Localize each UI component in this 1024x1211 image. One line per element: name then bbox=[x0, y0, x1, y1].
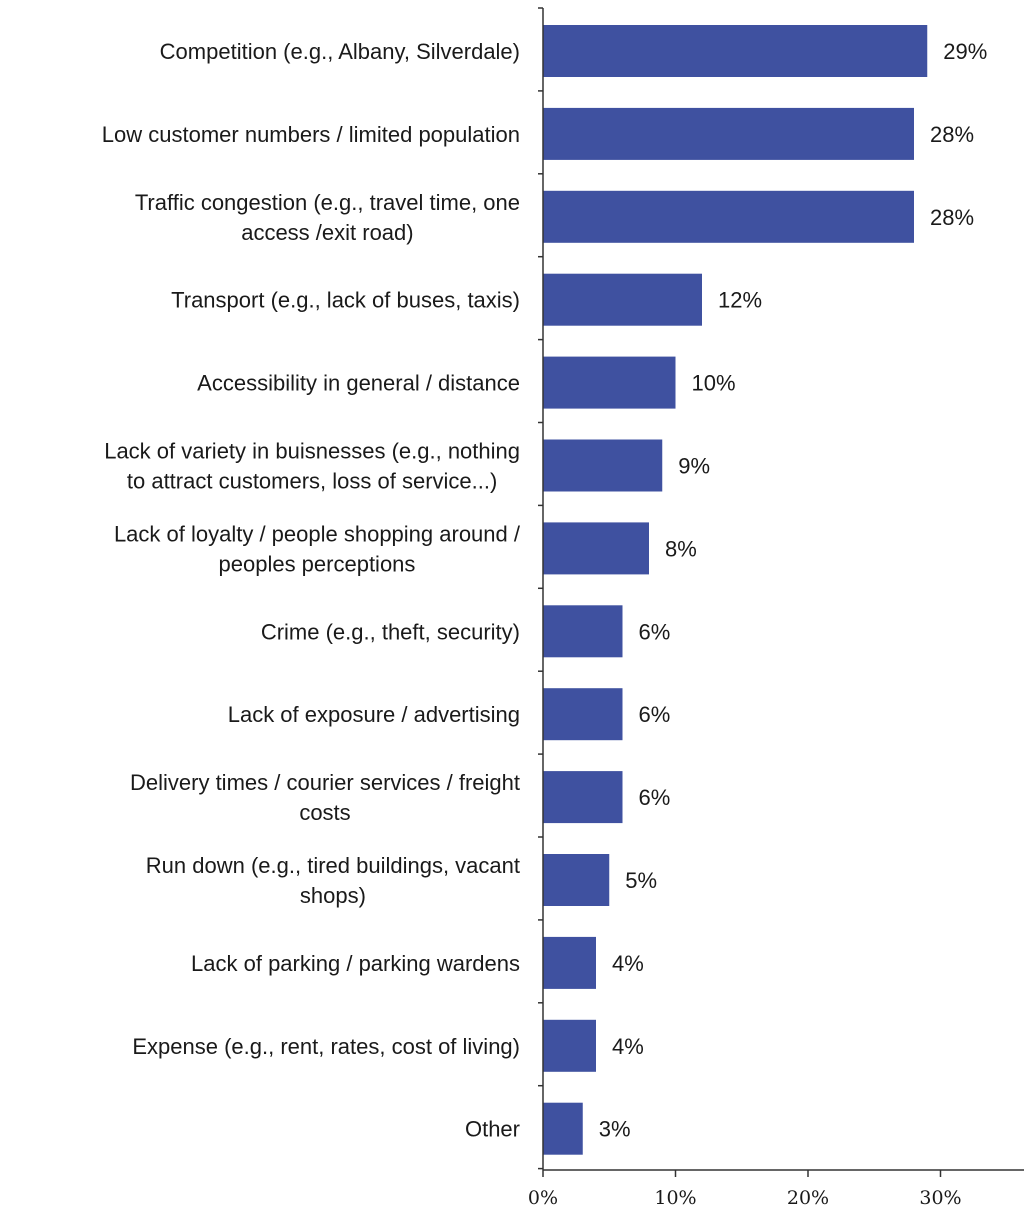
value-label: 28% bbox=[930, 122, 974, 147]
value-label: 4% bbox=[612, 1034, 644, 1059]
category-label-line: Lack of loyalty / people shopping around… bbox=[114, 521, 521, 546]
bars-group bbox=[543, 25, 927, 1155]
category-label-line: Run down (e.g., tired buildings, vacant bbox=[146, 853, 520, 878]
x-tick-label: 30% bbox=[919, 1187, 961, 1209]
category-label: Transport (e.g., lack of buses, taxis) bbox=[171, 288, 520, 313]
value-label: 8% bbox=[665, 536, 697, 561]
category-label: Lack of parking / parking wardens bbox=[191, 951, 520, 976]
bar bbox=[543, 1020, 596, 1072]
category-label: Traffic congestion (e.g., travel time, o… bbox=[135, 190, 520, 245]
bar bbox=[543, 440, 662, 492]
bar bbox=[543, 274, 702, 326]
value-label: 3% bbox=[599, 1117, 631, 1142]
value-label: 5% bbox=[625, 868, 657, 893]
bar bbox=[543, 108, 914, 160]
value-label: 29% bbox=[943, 39, 987, 64]
category-label: Expense (e.g., rent, rates, cost of livi… bbox=[132, 1034, 520, 1059]
bar bbox=[543, 771, 623, 823]
category-label-line: Delivery times / courier services / frei… bbox=[130, 770, 520, 795]
category-label-line: to attract customers, loss of service...… bbox=[127, 469, 497, 494]
category-label: Competition (e.g., Albany, Silverdale) bbox=[160, 39, 520, 64]
bar bbox=[543, 1103, 583, 1155]
category-label-line: shops) bbox=[300, 883, 366, 908]
category-label: Low customer numbers / limited populatio… bbox=[102, 122, 520, 147]
bar bbox=[543, 854, 609, 906]
bar bbox=[543, 25, 927, 77]
category-label-line: Lack of variety in buisnesses (e.g., not… bbox=[104, 439, 520, 464]
category-label: Other bbox=[465, 1117, 520, 1142]
category-label-line: costs bbox=[299, 800, 350, 825]
bar bbox=[543, 605, 623, 657]
bar bbox=[543, 688, 623, 740]
value-label: 6% bbox=[639, 619, 671, 644]
category-label: Run down (e.g., tired buildings, vacant s… bbox=[146, 853, 520, 908]
value-label: 6% bbox=[639, 702, 671, 727]
x-tick-label: 20% bbox=[787, 1187, 829, 1209]
category-label: Delivery times / courier services / frei… bbox=[130, 770, 520, 825]
value-label: 10% bbox=[692, 371, 736, 396]
category-label-line: access /exit road) bbox=[241, 220, 413, 245]
x-tick-label: 10% bbox=[654, 1187, 696, 1209]
category-label: Lack of exposure / advertising bbox=[228, 702, 520, 727]
category-label: Crime (e.g., theft, security) bbox=[261, 619, 520, 644]
bar bbox=[543, 522, 649, 574]
value-label: 4% bbox=[612, 951, 644, 976]
bar bbox=[543, 191, 914, 243]
value-label: 12% bbox=[718, 288, 762, 313]
category-label: Lack of variety in buisnesses (e.g., not… bbox=[104, 439, 520, 494]
category-label: Lack of loyalty / people shopping around… bbox=[114, 521, 521, 576]
category-label: Accessibility in general / distance bbox=[197, 371, 520, 396]
value-label: 28% bbox=[930, 205, 974, 230]
x-tick-label: 0% bbox=[528, 1187, 558, 1209]
bar bbox=[543, 357, 676, 409]
value-label: 9% bbox=[678, 454, 710, 479]
bar bbox=[543, 937, 596, 989]
value-label: 6% bbox=[639, 785, 671, 810]
category-labels-group: Competition (e.g., Albany, Silverdale) Lo… bbox=[102, 39, 521, 1142]
category-label-line: Traffic congestion (e.g., travel time, o… bbox=[135, 190, 520, 215]
category-label-line: peoples perceptions bbox=[219, 551, 416, 576]
